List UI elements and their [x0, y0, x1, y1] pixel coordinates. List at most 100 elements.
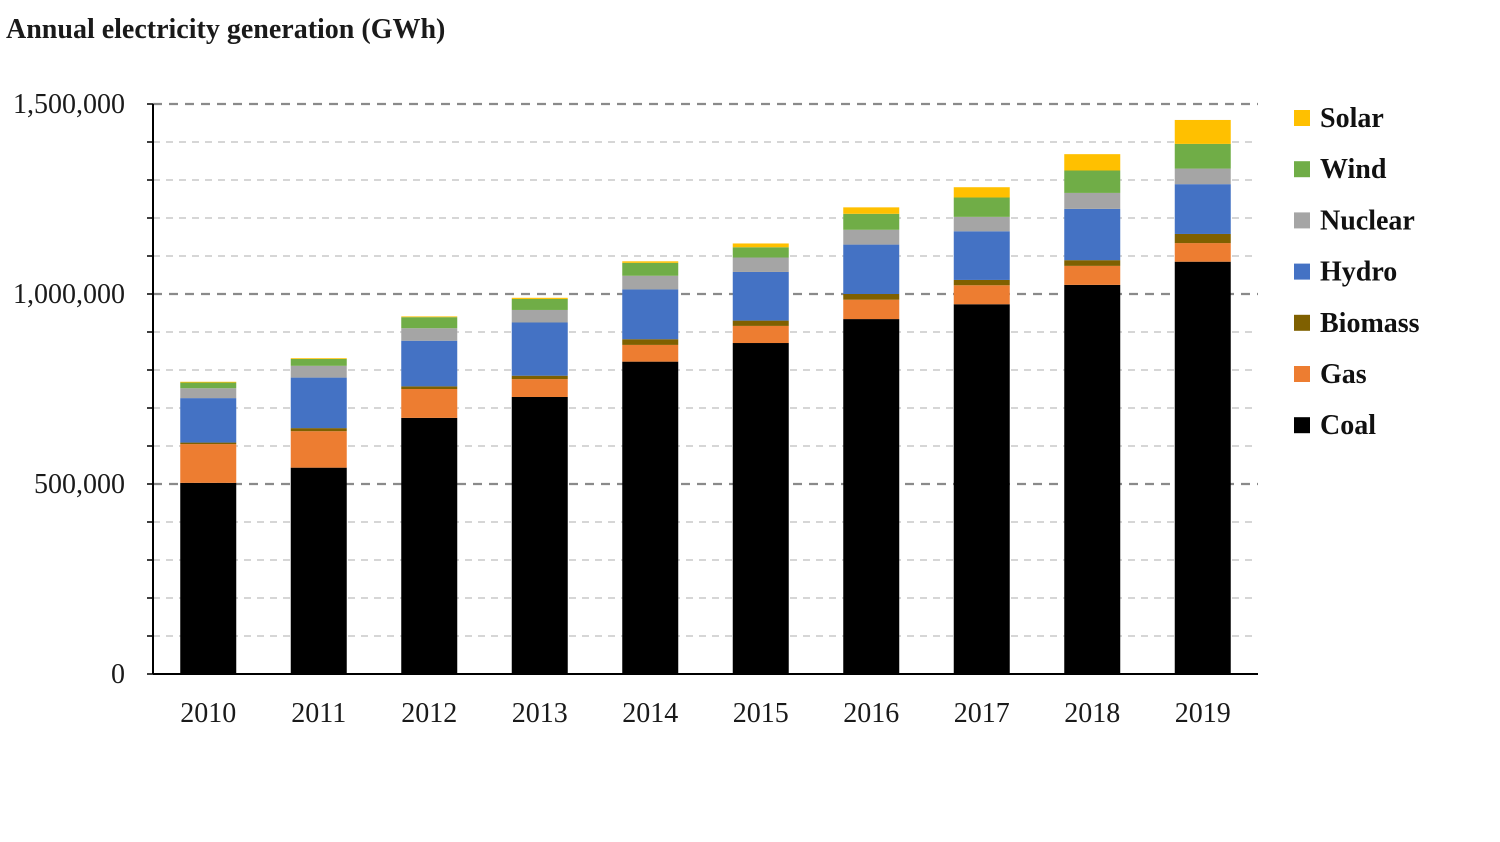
bar-segment-coal-2016 — [843, 319, 900, 674]
legend-swatch-solar — [1294, 110, 1310, 126]
x-tick-label: 2011 — [291, 698, 346, 729]
bar-segment-biomass-2018 — [1064, 260, 1121, 266]
bar-segment-coal-2019 — [1174, 261, 1231, 674]
legend-swatch-nuclear — [1294, 212, 1310, 229]
bar-segment-wind-2018 — [1064, 170, 1121, 193]
y-tick-label: 500,000 — [34, 469, 125, 500]
x-tick-label: 2016 — [843, 698, 899, 729]
legend-label-coal: Coal — [1320, 410, 1376, 441]
legend-label-solar: Solar — [1320, 103, 1384, 134]
bar-segment-nuclear-2010 — [180, 388, 237, 399]
bar-segment-wind-2014 — [622, 262, 679, 276]
bar-segment-nuclear-2012 — [401, 328, 458, 341]
bar-segment-biomass-2016 — [843, 294, 900, 300]
bar-segment-nuclear-2018 — [1064, 192, 1121, 209]
bar-segment-nuclear-2014 — [622, 275, 679, 290]
bar-segment-wind-2012 — [401, 317, 458, 329]
bar-segment-wind-2011 — [290, 358, 347, 366]
legend-label-biomass: Biomass — [1320, 308, 1420, 339]
x-tick-label: 2014 — [622, 698, 678, 729]
y-tick-label: 1,000,000 — [13, 279, 125, 310]
legend-label-gas: Gas — [1320, 359, 1367, 390]
bar-segment-solar-2017 — [953, 187, 1010, 198]
x-tick-label: 2015 — [733, 698, 789, 729]
bar-segment-nuclear-2013 — [511, 309, 568, 323]
bar-segment-nuclear-2015 — [732, 257, 789, 272]
bar-segment-coal-2015 — [732, 343, 789, 674]
bar-segment-gas-2011 — [290, 431, 347, 468]
y-tick-label: 1,500,000 — [13, 89, 125, 120]
legend-label-wind: Wind — [1320, 154, 1387, 185]
bar-segment-nuclear-2019 — [1174, 168, 1231, 185]
bar-segment-nuclear-2016 — [843, 229, 900, 245]
bar-segment-hydro-2015 — [732, 271, 789, 321]
bar-segment-solar-2014 — [622, 261, 679, 263]
x-tick-label: 2018 — [1064, 698, 1120, 729]
bar-segment-nuclear-2011 — [290, 365, 347, 378]
bar-segment-solar-2012 — [401, 316, 458, 318]
bar-segment-hydro-2019 — [1174, 184, 1231, 234]
bar-segment-hydro-2012 — [401, 340, 458, 387]
x-tick-label: 2010 — [180, 698, 236, 729]
bar-segment-gas-2016 — [843, 299, 900, 320]
bar-segment-solar-2013 — [511, 297, 568, 299]
bar-segment-biomass-2010 — [180, 442, 237, 445]
legend-swatch-biomass — [1294, 314, 1310, 331]
bar-segment-solar-2011 — [290, 358, 347, 359]
bar-segment-wind-2017 — [953, 197, 1010, 217]
bar-segment-biomass-2017 — [953, 279, 1010, 286]
bar-segment-wind-2019 — [1174, 143, 1231, 169]
bar-segment-hydro-2018 — [1064, 208, 1121, 261]
bar-segment-gas-2014 — [622, 344, 679, 362]
bar-segment-solar-2019 — [1174, 119, 1231, 144]
chart-title: Annual electricity generation (GWh) — [6, 14, 446, 45]
bar-segment-hydro-2016 — [843, 244, 900, 294]
x-tick-label: 2013 — [512, 698, 568, 729]
bar-segment-hydro-2014 — [622, 289, 679, 340]
legend-swatch-hydro — [1294, 263, 1310, 280]
bar-segment-biomass-2015 — [732, 320, 789, 326]
bar-segment-solar-2016 — [843, 207, 900, 214]
bar-segment-coal-2013 — [511, 396, 568, 674]
legend-swatch-gas — [1294, 366, 1310, 382]
bar-segment-biomass-2012 — [401, 386, 458, 389]
bar-segment-gas-2012 — [401, 389, 458, 418]
bar-segment-biomass-2013 — [511, 375, 568, 380]
bar-segment-solar-2018 — [1064, 154, 1121, 171]
bar-segment-gas-2017 — [953, 285, 1010, 305]
bar-segment-wind-2015 — [732, 247, 789, 258]
bar-segment-gas-2015 — [732, 325, 789, 344]
bar-segment-biomass-2014 — [622, 339, 679, 345]
y-tick-label: 0 — [111, 659, 125, 690]
bar-segment-wind-2013 — [511, 298, 568, 310]
bar-segment-solar-2010 — [180, 381, 237, 383]
bar-segment-coal-2012 — [401, 417, 458, 674]
bar-segment-gas-2010 — [180, 444, 237, 483]
bar-segment-coal-2014 — [622, 361, 679, 674]
bar-segment-wind-2016 — [843, 213, 900, 230]
legend-swatch-coal — [1294, 417, 1310, 434]
bar-segment-hydro-2011 — [290, 377, 347, 429]
bar-segment-coal-2017 — [953, 304, 1010, 674]
legend-label-hydro: Hydro — [1320, 257, 1397, 288]
bar-segment-gas-2013 — [511, 379, 568, 397]
bar-segment-hydro-2013 — [511, 322, 568, 376]
bar-segment-gas-2019 — [1174, 243, 1231, 262]
bar-segment-biomass-2011 — [290, 428, 347, 432]
bar-segment-gas-2018 — [1064, 265, 1121, 285]
bar-segment-biomass-2019 — [1174, 233, 1231, 244]
x-tick-label: 2017 — [954, 698, 1010, 729]
legend-label-nuclear: Nuclear — [1320, 205, 1415, 236]
legend-swatch-wind — [1294, 161, 1310, 178]
bar-segment-coal-2018 — [1064, 284, 1121, 674]
bar-segment-hydro-2017 — [953, 231, 1010, 280]
bar-segment-nuclear-2017 — [953, 216, 1010, 232]
bar-segment-coal-2011 — [290, 467, 347, 674]
bar-segment-wind-2010 — [180, 382, 237, 389]
bar-segment-coal-2010 — [180, 482, 237, 674]
bar-segment-solar-2015 — [732, 243, 789, 248]
x-tick-label: 2019 — [1175, 698, 1231, 729]
bar-segment-hydro-2010 — [180, 398, 237, 443]
x-tick-label: 2012 — [401, 698, 457, 729]
